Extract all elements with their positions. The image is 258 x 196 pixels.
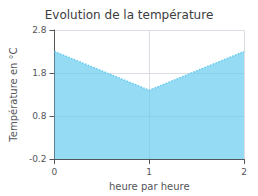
- svg-text:heure par heure: heure par heure: [109, 181, 190, 192]
- svg-text:1: 1: [146, 167, 152, 177]
- svg-text:1.8: 1.8: [32, 68, 47, 78]
- svg-text:Evolution de la température: Evolution de la température: [45, 8, 214, 22]
- svg-text:2: 2: [241, 167, 247, 177]
- svg-text:0: 0: [52, 167, 58, 177]
- svg-text:2.8: 2.8: [32, 25, 47, 35]
- svg-text:Température en °C: Température en °C: [8, 47, 19, 142]
- svg-text:0.8: 0.8: [32, 111, 47, 121]
- svg-text:-0.2: -0.2: [29, 154, 47, 164]
